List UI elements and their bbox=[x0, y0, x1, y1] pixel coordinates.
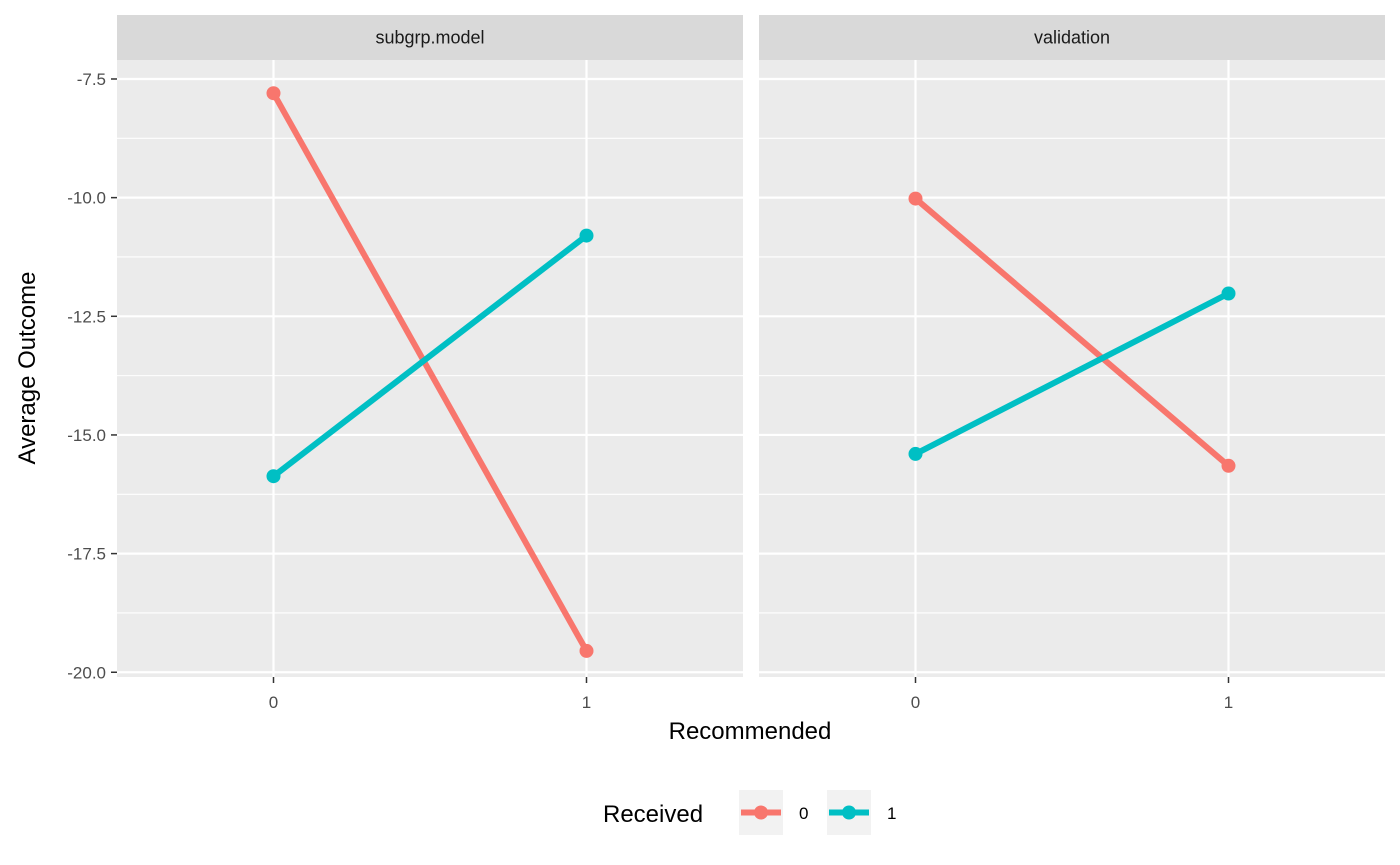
facet-strip-label: validation bbox=[1034, 28, 1110, 48]
data-point bbox=[1221, 286, 1236, 301]
series-line bbox=[914, 290, 1230, 457]
x-tick-label: 0 bbox=[269, 693, 278, 712]
y-tick-label: -20.0 bbox=[67, 663, 106, 682]
legend-label: 0 bbox=[799, 804, 808, 823]
series-received-0 bbox=[266, 86, 594, 658]
series-received-1 bbox=[908, 286, 1236, 461]
panel-background bbox=[759, 60, 1385, 677]
facet-strip bbox=[117, 15, 743, 60]
data-point bbox=[908, 191, 923, 206]
y-axis-title: Average Outcome bbox=[14, 272, 41, 465]
y-tick-label: -7.5 bbox=[77, 70, 106, 89]
data-point bbox=[579, 228, 594, 243]
series-line bbox=[271, 233, 589, 479]
series-line bbox=[913, 196, 1231, 469]
legend-label: 1 bbox=[887, 804, 896, 823]
facet-panel-1: subgrp.model bbox=[117, 15, 743, 677]
y-tick-label: -10.0 bbox=[67, 189, 106, 208]
series-line bbox=[270, 91, 590, 653]
y-axis: -7.5 -10.0 -12.5 -15.0 -17.5 -20.0 bbox=[67, 70, 117, 682]
legend-entry-0: 0 bbox=[739, 790, 808, 835]
y-tick-label: -17.5 bbox=[67, 545, 106, 564]
series-received-0 bbox=[908, 191, 1236, 473]
x-tick-label: 0 bbox=[911, 693, 920, 712]
x-tick-label: 1 bbox=[582, 693, 591, 712]
facet-strip bbox=[759, 15, 1385, 60]
data-point bbox=[579, 643, 594, 658]
legend-entry-1: 1 bbox=[827, 790, 896, 835]
x-axes: 0 1 0 1 bbox=[269, 677, 1233, 712]
facet-panel-2: validation bbox=[759, 15, 1385, 677]
series-received-1 bbox=[266, 228, 594, 484]
facet-panels: subgrp.model validation bbox=[117, 15, 1385, 677]
legend-key-point bbox=[842, 805, 856, 820]
facet-strip-label: subgrp.model bbox=[375, 28, 484, 48]
x-axis-title: Recommended bbox=[669, 718, 832, 745]
data-point bbox=[266, 469, 281, 484]
x-tick-label: 1 bbox=[1224, 693, 1233, 712]
data-point bbox=[1221, 458, 1236, 473]
y-tick-label: -12.5 bbox=[67, 307, 106, 326]
legend-key-point bbox=[754, 805, 768, 820]
legend-title: Received bbox=[603, 801, 703, 828]
legend: Received 0 1 bbox=[603, 790, 896, 835]
data-point bbox=[908, 446, 923, 461]
y-tick-label: -15.0 bbox=[67, 426, 106, 445]
data-point bbox=[266, 86, 281, 101]
